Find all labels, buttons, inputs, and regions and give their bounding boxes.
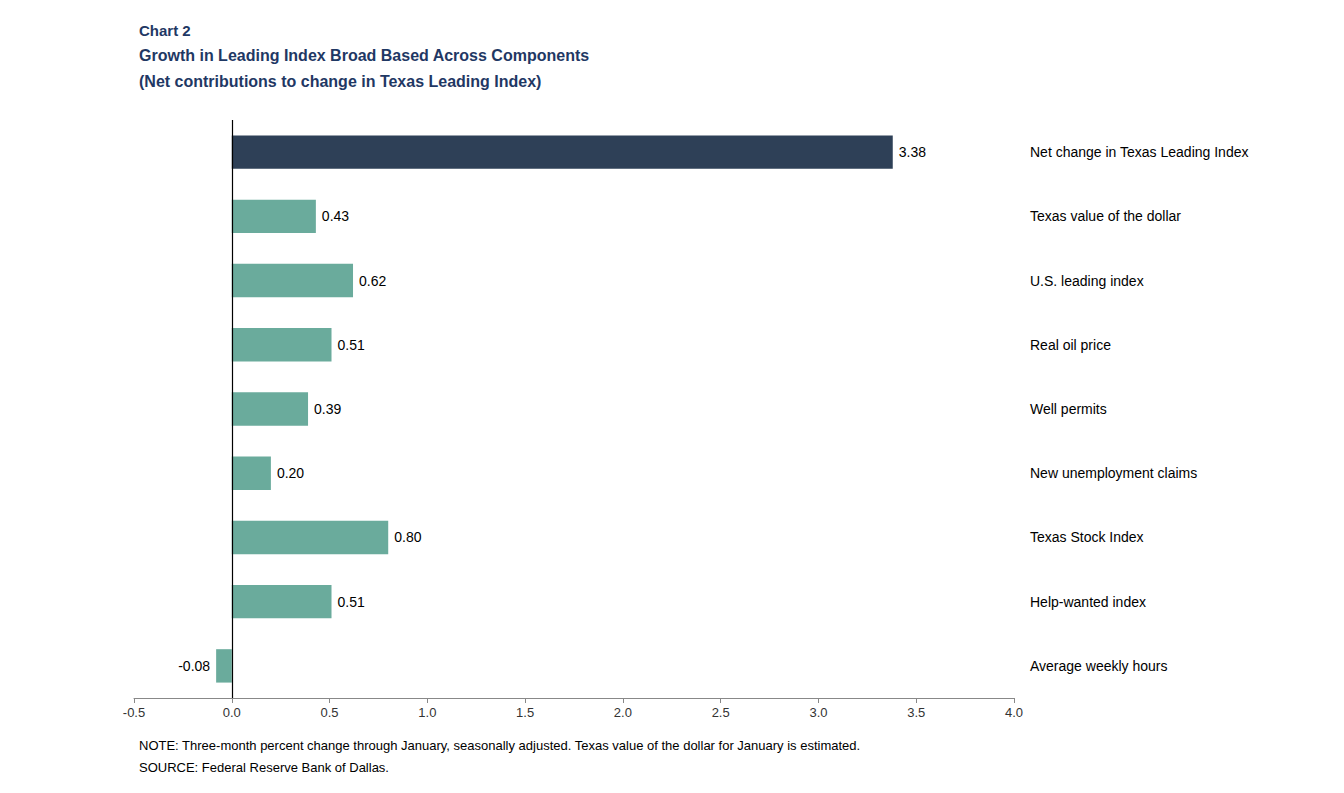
svg-text:2.5: 2.5 xyxy=(712,705,730,720)
svg-text:0.51: 0.51 xyxy=(338,337,365,353)
svg-text:Well permits: Well permits xyxy=(1030,401,1107,417)
svg-text:0.0: 0.0 xyxy=(223,705,241,720)
svg-text:1.5: 1.5 xyxy=(516,705,534,720)
svg-text:0.62: 0.62 xyxy=(359,273,386,289)
svg-text:0.80: 0.80 xyxy=(394,529,421,545)
svg-text:0.5: 0.5 xyxy=(321,705,339,720)
svg-text:SOURCE: Federal Reserve Bank o: SOURCE: Federal Reserve Bank of Dallas. xyxy=(139,760,389,775)
svg-text:4.0: 4.0 xyxy=(1005,705,1023,720)
svg-text:(Net contributions to change i: (Net contributions to change in Texas Le… xyxy=(139,73,541,90)
svg-text:-0.08: -0.08 xyxy=(178,658,210,674)
svg-text:3.0: 3.0 xyxy=(809,705,827,720)
svg-text:0.43: 0.43 xyxy=(322,208,349,224)
svg-text:3.5: 3.5 xyxy=(907,705,925,720)
svg-text:Average weekly hours: Average weekly hours xyxy=(1030,658,1167,674)
svg-text:Real oil price: Real oil price xyxy=(1030,337,1111,353)
svg-text:Texas value of the dollar: Texas value of the dollar xyxy=(1030,208,1181,224)
svg-text:0.51: 0.51 xyxy=(338,594,365,610)
svg-text:0.20: 0.20 xyxy=(277,465,304,481)
svg-text:New unemployment claims: New unemployment claims xyxy=(1030,465,1197,481)
svg-text:0.39: 0.39 xyxy=(314,401,341,417)
svg-text:Chart 2: Chart 2 xyxy=(139,22,191,39)
svg-text:3.38: 3.38 xyxy=(899,144,926,160)
svg-text:Texas Stock Index: Texas Stock Index xyxy=(1030,529,1144,545)
svg-text:-0.5: -0.5 xyxy=(123,705,145,720)
svg-text:U.S. leading index: U.S. leading index xyxy=(1030,273,1144,289)
svg-text:NOTE: Three-month percent chan: NOTE: Three-month percent change through… xyxy=(139,738,860,753)
svg-text:Growth in Leading Index Broad: Growth in Leading Index Broad Based Acro… xyxy=(139,47,589,64)
svg-text:1.0: 1.0 xyxy=(418,705,436,720)
svg-text:Net change in Texas Leading In: Net change in Texas Leading Index xyxy=(1030,144,1248,160)
svg-text:Help-wanted index: Help-wanted index xyxy=(1030,594,1146,610)
svg-text:2.0: 2.0 xyxy=(614,705,632,720)
